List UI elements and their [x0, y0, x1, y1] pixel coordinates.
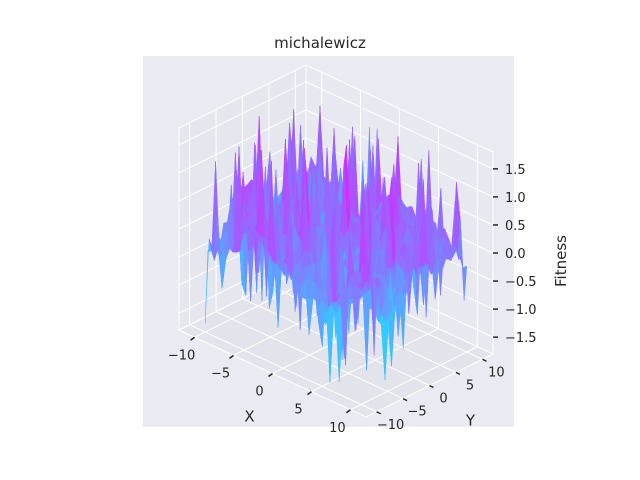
y-tick-label: 10	[488, 365, 505, 380]
x-tick	[268, 372, 273, 378]
y-tick-label: 5	[466, 378, 474, 393]
grid-line-y	[215, 311, 404, 400]
x-tick-label: −5	[211, 366, 230, 381]
grid-line-y	[242, 298, 430, 386]
x-tick-label: 5	[294, 403, 302, 418]
chart-title: michalewicz	[274, 34, 366, 52]
x-tick-label: 0	[255, 385, 263, 400]
z-axis-label: Fitness	[552, 235, 570, 287]
x-tick	[190, 336, 196, 341]
x-tick	[345, 409, 351, 414]
y-tick-label: −5	[407, 405, 426, 420]
z-tick-label: 1.0	[505, 191, 526, 206]
y-tick-label: 0	[439, 392, 447, 407]
y-tick	[482, 358, 487, 362]
surface-facet	[356, 279, 364, 291]
y-tick	[402, 397, 408, 402]
grid-line-z	[178, 81, 307, 146]
z-tick-label: 0.5	[505, 219, 526, 234]
surface-mesh	[205, 106, 468, 383]
z-tick-label: −0.5	[505, 275, 537, 290]
grid-line-z	[305, 81, 494, 170]
z-tick-label: −1.0	[505, 303, 537, 318]
x-tick	[229, 354, 234, 359]
grid-line-z	[305, 109, 494, 198]
y-axis-label: Y	[465, 412, 476, 430]
y-tick	[376, 411, 381, 415]
y-tick	[455, 371, 461, 376]
grid-line-z	[178, 109, 307, 174]
y-tick	[429, 384, 434, 389]
x-tick-label: 10	[329, 421, 346, 436]
grid-line-y	[189, 324, 377, 413]
z-tick-label: 1.5	[505, 163, 526, 178]
y-tick-label: −10	[377, 418, 404, 433]
z-tick-label: 0.0	[505, 247, 526, 262]
x-tick-label: −10	[168, 348, 195, 363]
z-tick-label: −1.5	[505, 331, 537, 346]
x-axis-label: X	[244, 408, 254, 426]
x-tick	[307, 391, 312, 396]
